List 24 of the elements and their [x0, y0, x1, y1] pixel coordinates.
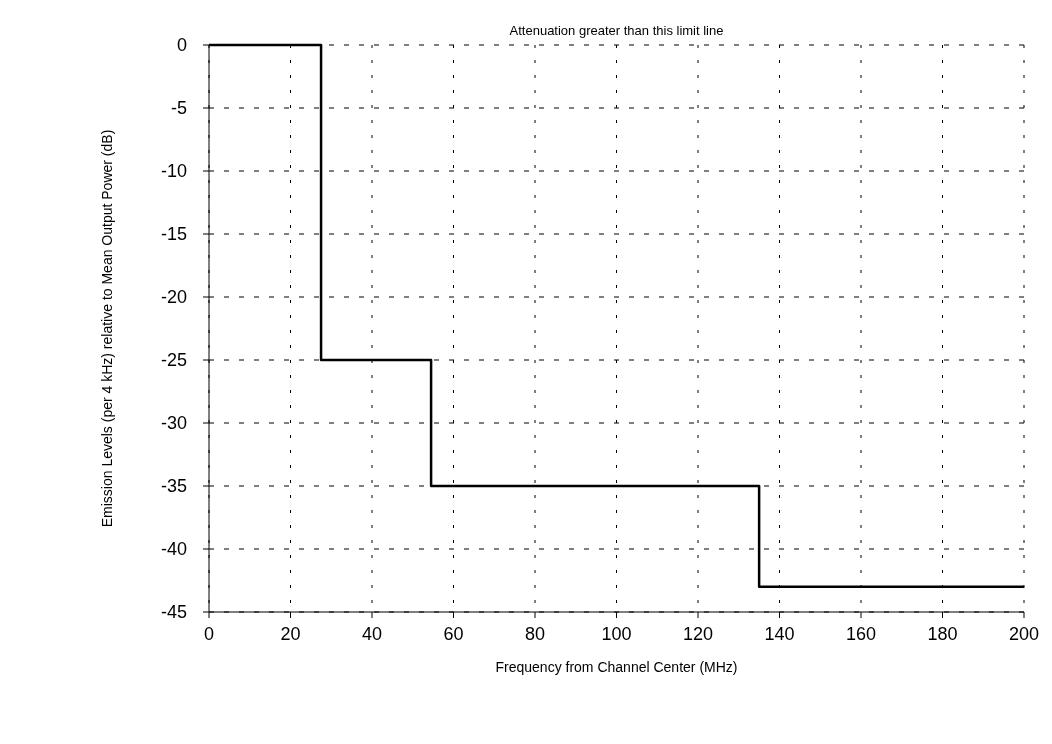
y-tick-label: -15 [160, 224, 187, 244]
x-tick-label: 40 [361, 624, 383, 644]
y-tick-label: -45 [160, 602, 187, 622]
y-tick-label: -5 [170, 98, 187, 118]
x-tick-label: 120 [682, 624, 714, 644]
y-tick-label: -35 [160, 476, 187, 496]
x-tick-label: 200 [1008, 624, 1040, 644]
x-tick-label: 60 [443, 624, 464, 644]
y-tick-label: -25 [160, 350, 187, 370]
x-tick-label: 160 [845, 624, 877, 644]
x-tick-label: 0 [203, 624, 215, 644]
x-tick-label: 180 [927, 624, 958, 644]
x-tick-label: 140 [764, 624, 795, 644]
y-axis-title: Emission Levels (per 4 kHz) relative to Mean Output Power (dB) [99, 129, 115, 528]
y-tick-label: 0 [176, 35, 187, 55]
x-tick-label: 100 [601, 624, 632, 644]
y-tick-label: -10 [160, 161, 187, 181]
chart-title: Attenuation greater than this limit line [509, 23, 724, 38]
x-axis-title: Frequency from Channel Center (MHz) [495, 659, 738, 675]
x-tick-label: 80 [524, 624, 546, 644]
x-tick-label: 20 [280, 624, 301, 644]
y-tick-label: -30 [160, 413, 187, 433]
y-tick-label: -20 [160, 287, 187, 307]
y-tick-label: -40 [160, 539, 187, 559]
